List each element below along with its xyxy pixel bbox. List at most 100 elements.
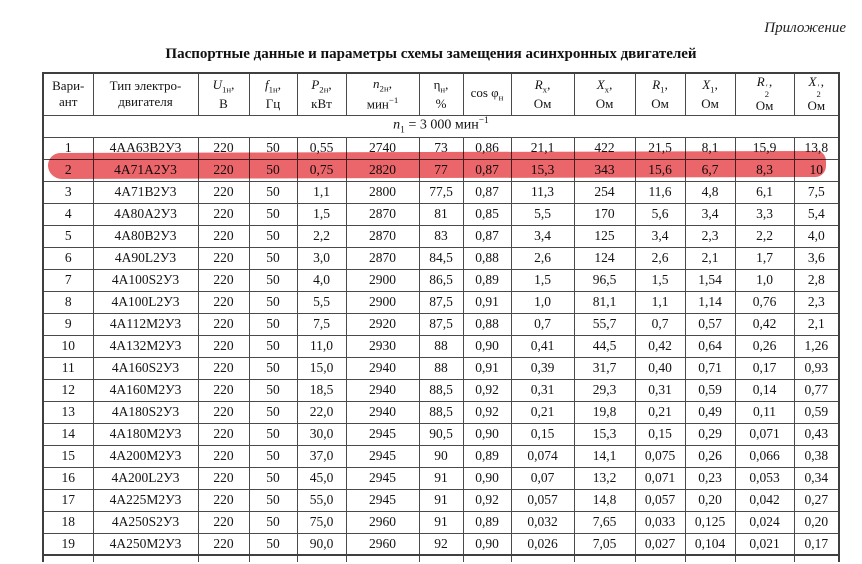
cell-xx: 55,7: [573, 312, 636, 336]
cell-r1: 0,42: [634, 334, 686, 358]
cell-cos-phi: 0,88: [462, 312, 512, 336]
cell-cos-phi: 0,86: [462, 136, 512, 160]
cell-cos-phi: 0,92: [462, 400, 512, 424]
table-row: 16 4А200L2У3 220 50 45,0 2945 91 0,90 0,…: [42, 466, 840, 490]
cell-r1: 0,027: [634, 532, 686, 556]
cell-u1n: 220: [197, 400, 250, 424]
cell-variant: 6: [42, 246, 94, 270]
cell-x2-prime: 0,38: [793, 444, 840, 468]
cell-r2-prime: 1,7: [734, 246, 795, 270]
cell-eta: 91: [418, 488, 464, 512]
cell-p2n: 4,0: [296, 268, 347, 292]
cell-u1n: 220: [197, 466, 250, 490]
cell-xx: 31,7: [573, 356, 636, 380]
table-row: 1 4АА63В2У3 220 50 0,55 2740 73 0,86 21,…: [42, 136, 840, 160]
cell-n2n: 2930: [345, 334, 420, 358]
cell-x2-prime: 0,43: [793, 422, 840, 446]
cell-u1n: 220: [197, 158, 250, 182]
cell-p2n: 22,0: [296, 400, 347, 424]
cell-variant: 5: [42, 224, 94, 248]
cell-f1n: 50: [248, 334, 298, 358]
cell-r2-prime: 0,17: [734, 356, 795, 380]
table-body: 1 4АА63В2У3 220 50 0,55 2740 73 0,86 21,…: [42, 136, 840, 563]
cell-p2n: 0,75: [296, 158, 347, 182]
cell-rx: 0,026: [510, 532, 575, 556]
cell-u1n: 220: [197, 136, 250, 160]
cell-p2n: 7,5: [296, 312, 347, 336]
col-header-xx: Xх, Ом: [573, 72, 636, 116]
cell-x2-prime: 0,34: [793, 466, 840, 490]
cell-rx: 21,1: [510, 136, 575, 160]
cell-eta: 91: [418, 510, 464, 534]
cell-cos-phi: 0,91: [462, 356, 512, 380]
cell-f1n: 50: [248, 400, 298, 424]
cell-xx: 19,8: [573, 400, 636, 424]
cell-eta: 88: [418, 334, 464, 358]
cell-u1n: 220: [197, 444, 250, 468]
cell-f1n: 50: [248, 290, 298, 314]
cell-variant: 7: [42, 268, 94, 292]
col-header-f1n: f1н, Гц: [248, 72, 298, 116]
col-header-u1n: U1н, В: [197, 72, 250, 116]
cell-xx: 29,3: [573, 378, 636, 402]
table-row: 18 4А250S2У3 220 50 75,0 2960 91 0,89 0,…: [42, 510, 840, 534]
cell-xx: 254: [573, 180, 636, 204]
table-row: 19 4А250М2У3 220 50 90,0 2960 92 0,90 0,…: [42, 532, 840, 556]
cell-n2n: 2900: [345, 290, 420, 314]
cell-rx: 0,07: [510, 466, 575, 490]
cell-r2-prime: 15,9: [734, 136, 795, 160]
cell-x1: 1,14: [684, 290, 736, 314]
cell-variant: 19: [42, 532, 94, 556]
cell-r1: 2,6: [634, 246, 686, 270]
motor-table-wrap: Вари-ант Тип электро-двигателя U1н, В f1н…: [42, 72, 840, 563]
cell-motor-type: 4А100L2У3: [92, 290, 199, 314]
table-row: 15 4А200М2У3 220 50 37,0 2945 90 0,89 0,…: [42, 444, 840, 468]
table-row: 5 4А80В2У3 220 50 2,2 2870 83 0,87 3,4 1…: [42, 224, 840, 248]
cell-motor-type: 4А250S2У3: [92, 510, 199, 534]
cell-r1: 0,21: [634, 400, 686, 424]
cell-cos-phi: 0,92: [462, 378, 512, 402]
table-row: 4 4А80А2У3 220 50 1,5 2870 81 0,85 5,5 1…: [42, 202, 840, 226]
cell-rx: 0,15: [510, 422, 575, 446]
cell-rx: 0,032: [510, 510, 575, 534]
cell-n2n: 2945: [345, 444, 420, 468]
cell-r1: 0,7: [634, 312, 686, 336]
cell-variant: 18: [42, 510, 94, 534]
table-row: 10 4А132М2У3 220 50 11,0 2930 88 0,90 0,…: [42, 334, 840, 358]
cell-r2-prime: 1,0: [734, 268, 795, 292]
cell-r1: 3,4: [634, 224, 686, 248]
cell-motor-type: 4А200М2У3: [92, 444, 199, 468]
cell-motor-type: 4А180М2У3: [92, 422, 199, 446]
cell-motor-type: 4А250М2У3: [92, 532, 199, 556]
cell-x2-prime: 4,0: [793, 224, 840, 248]
cell-x2-prime: 13,8: [793, 136, 840, 160]
table-row: 12 4А160М2У3 220 50 18,5 2940 88,5 0,92 …: [42, 378, 840, 402]
cell-xx: 125: [573, 224, 636, 248]
col-header-x2-prime: X ′ 2, Ом: [793, 72, 840, 116]
cell-x1: 6,7: [684, 158, 736, 182]
cell-r1: 0,071: [634, 466, 686, 490]
cell-r1: 15,6: [634, 158, 686, 182]
cell-p2n: 75,0: [296, 510, 347, 534]
cell-p2n: 2,2: [296, 224, 347, 248]
cell-eta: 87,5: [418, 290, 464, 314]
cell-r1: 0,40: [634, 356, 686, 380]
cell-x1: 0,23: [684, 466, 736, 490]
cell-p2n: 15,0: [296, 356, 347, 380]
cell-cos-phi: 0,90: [462, 466, 512, 490]
cell-x1: 2,1: [684, 246, 736, 270]
cell-xx: 124: [573, 246, 636, 270]
cell-motor-type: 4А80А2У3: [92, 202, 199, 226]
cell-x1: 2,3: [684, 224, 736, 248]
cell-n2n: 2940: [345, 356, 420, 380]
cell-f1n: 50: [248, 378, 298, 402]
cell-r2-prime: 0,11: [734, 400, 795, 424]
cell-r1: 1,1: [634, 290, 686, 314]
cell-cos-phi: 0,90: [462, 422, 512, 446]
cell-cos-phi: 0,92: [462, 488, 512, 512]
cell-rx: 0,057: [510, 488, 575, 512]
cell-n2n: 2960: [345, 532, 420, 556]
cell-f1n: 50: [248, 268, 298, 292]
cell-cos-phi: 0,89: [462, 510, 512, 534]
col-header-r1: R1, Ом: [634, 72, 686, 116]
